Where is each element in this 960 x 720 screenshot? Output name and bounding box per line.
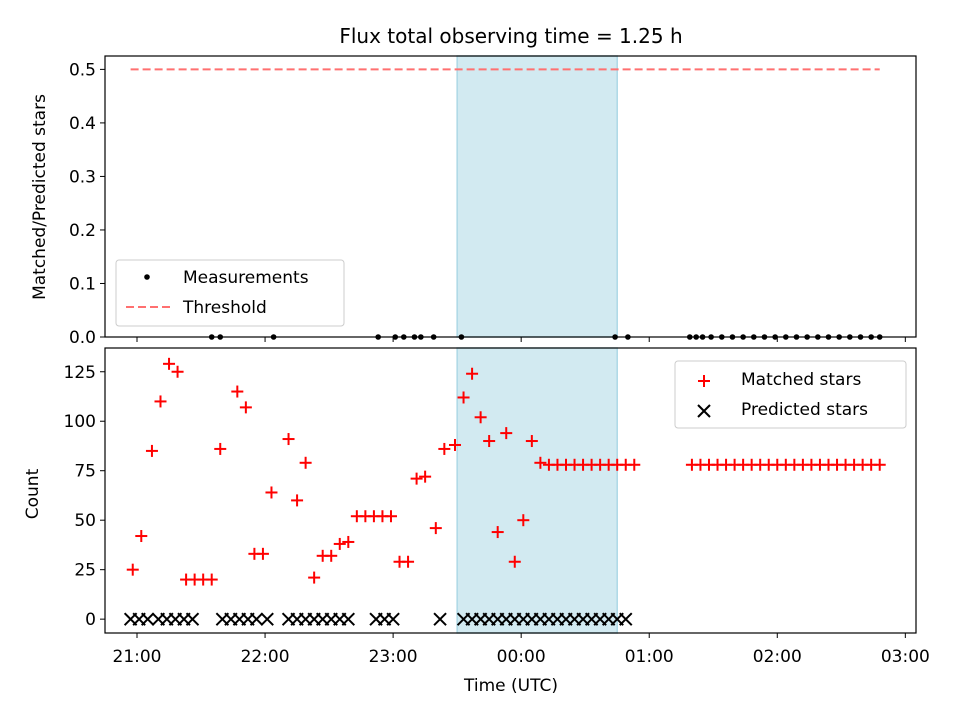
x-tick-label: 21:00 <box>113 647 162 667</box>
top-panel: Flux total observing time = 1.25 h 0.0 0.… <box>30 24 917 348</box>
matched-star-point <box>491 526 504 539</box>
matched-star-point <box>291 494 304 507</box>
matched-star-point <box>438 442 451 455</box>
bottom-panel: 0 25 50 75 100 125 21:00 22:00 23:00 00:00 01:00 0… <box>23 347 930 696</box>
y-tick-label: 0 <box>85 610 96 630</box>
matched-star-point <box>282 433 295 446</box>
top-legend-box <box>115 259 345 327</box>
y-tick-label: 75 <box>74 462 96 482</box>
top-plot-frame <box>104 55 917 338</box>
observing-window-span <box>456 347 618 634</box>
bottom-legend-box <box>674 360 907 429</box>
matched-star-point <box>126 563 139 576</box>
y-tick-label: 0.4 <box>69 114 96 134</box>
x-tick-label: 22:00 <box>241 647 290 667</box>
matched-star-point <box>517 514 530 527</box>
bottom-x-axis-label: Time (UTC) <box>463 676 558 696</box>
matched-star-point <box>508 555 521 568</box>
x-tick-label: 02:00 <box>753 647 802 667</box>
bottom-y-axis-label: Count <box>23 468 43 519</box>
top-y-axis-label: Matched/Predicted stars <box>30 94 50 300</box>
y-tick-label: 50 <box>74 511 96 531</box>
x-tick-label: 03:00 <box>881 647 930 667</box>
predicted-star-point <box>341 612 356 626</box>
predicted-star-point <box>619 612 633 626</box>
matched-star-point <box>500 427 513 440</box>
matched-star-point <box>534 456 547 469</box>
matched-star-point <box>474 411 487 424</box>
legend-measurements-label: Measurements <box>183 268 309 288</box>
matched-star-point <box>205 573 218 586</box>
matched-star-point <box>457 391 470 404</box>
bottom-plot-frame <box>104 347 917 634</box>
matched-star-point <box>325 549 338 562</box>
matched-star-point <box>265 486 278 499</box>
predicted-star-point <box>433 612 447 626</box>
matched-star-point <box>628 458 641 471</box>
matched-star-point <box>308 571 321 584</box>
matched-star-point <box>429 522 442 535</box>
x-tick-label: 23:00 <box>369 647 418 667</box>
y-tick-label: 0.3 <box>69 167 96 187</box>
bottom-legend: Matched stars Predicted stars <box>674 360 907 429</box>
matched-star-point <box>342 535 355 548</box>
y-tick-label: 25 <box>74 561 96 581</box>
x-tick-label: 01:00 <box>625 647 674 667</box>
y-tick-label: 0.5 <box>69 60 96 80</box>
legend-matched-label: Matched stars <box>741 370 861 390</box>
legend-predicted-label: Predicted stars <box>741 400 868 420</box>
matched-star-point <box>333 537 346 550</box>
y-tick-label: 0.2 <box>69 221 96 241</box>
y-tick-label: 0.1 <box>69 274 96 294</box>
y-tick-label: 0.0 <box>69 328 96 348</box>
matched-star-point <box>466 367 479 380</box>
legend-threshold-label: Threshold <box>182 298 267 318</box>
matched-star-point <box>449 438 462 451</box>
x-tick-label: 00:00 <box>497 647 546 667</box>
predicted-star-point <box>260 612 274 626</box>
matched-star-point <box>410 472 423 485</box>
matched-star-point <box>171 365 184 378</box>
predicted-star-point <box>140 612 155 626</box>
predicted-star-point <box>249 612 264 626</box>
matched-star-point <box>402 555 415 568</box>
matched-star-point <box>256 547 269 560</box>
legend-predicted-marker <box>697 404 711 418</box>
y-tick-label: 100 <box>64 412 96 432</box>
matched-star-point <box>299 456 312 469</box>
legend-measurements-marker <box>144 274 150 280</box>
matched-star-point <box>231 385 244 398</box>
predicted-star-point <box>386 612 400 626</box>
y-tick-label: 125 <box>64 363 96 383</box>
matched-star-point <box>214 442 227 455</box>
matched-star-point <box>525 435 538 448</box>
top-chart-title: Flux total observing time = 1.25 h <box>339 24 682 48</box>
matched-star-point <box>145 444 158 457</box>
matched-star-point <box>163 357 176 370</box>
observing-window-span <box>456 55 618 338</box>
matched-star-point <box>873 458 886 471</box>
matched-star-point <box>384 510 397 523</box>
matched-star-point <box>483 435 496 448</box>
matched-star-point <box>154 395 167 408</box>
legend-matched-marker <box>698 375 710 387</box>
predicted-star-point <box>185 612 200 626</box>
matched-star-point <box>419 470 432 483</box>
top-legend: Measurements Threshold <box>115 259 345 327</box>
matched-star-point <box>135 530 148 543</box>
matched-star-point <box>239 401 252 414</box>
